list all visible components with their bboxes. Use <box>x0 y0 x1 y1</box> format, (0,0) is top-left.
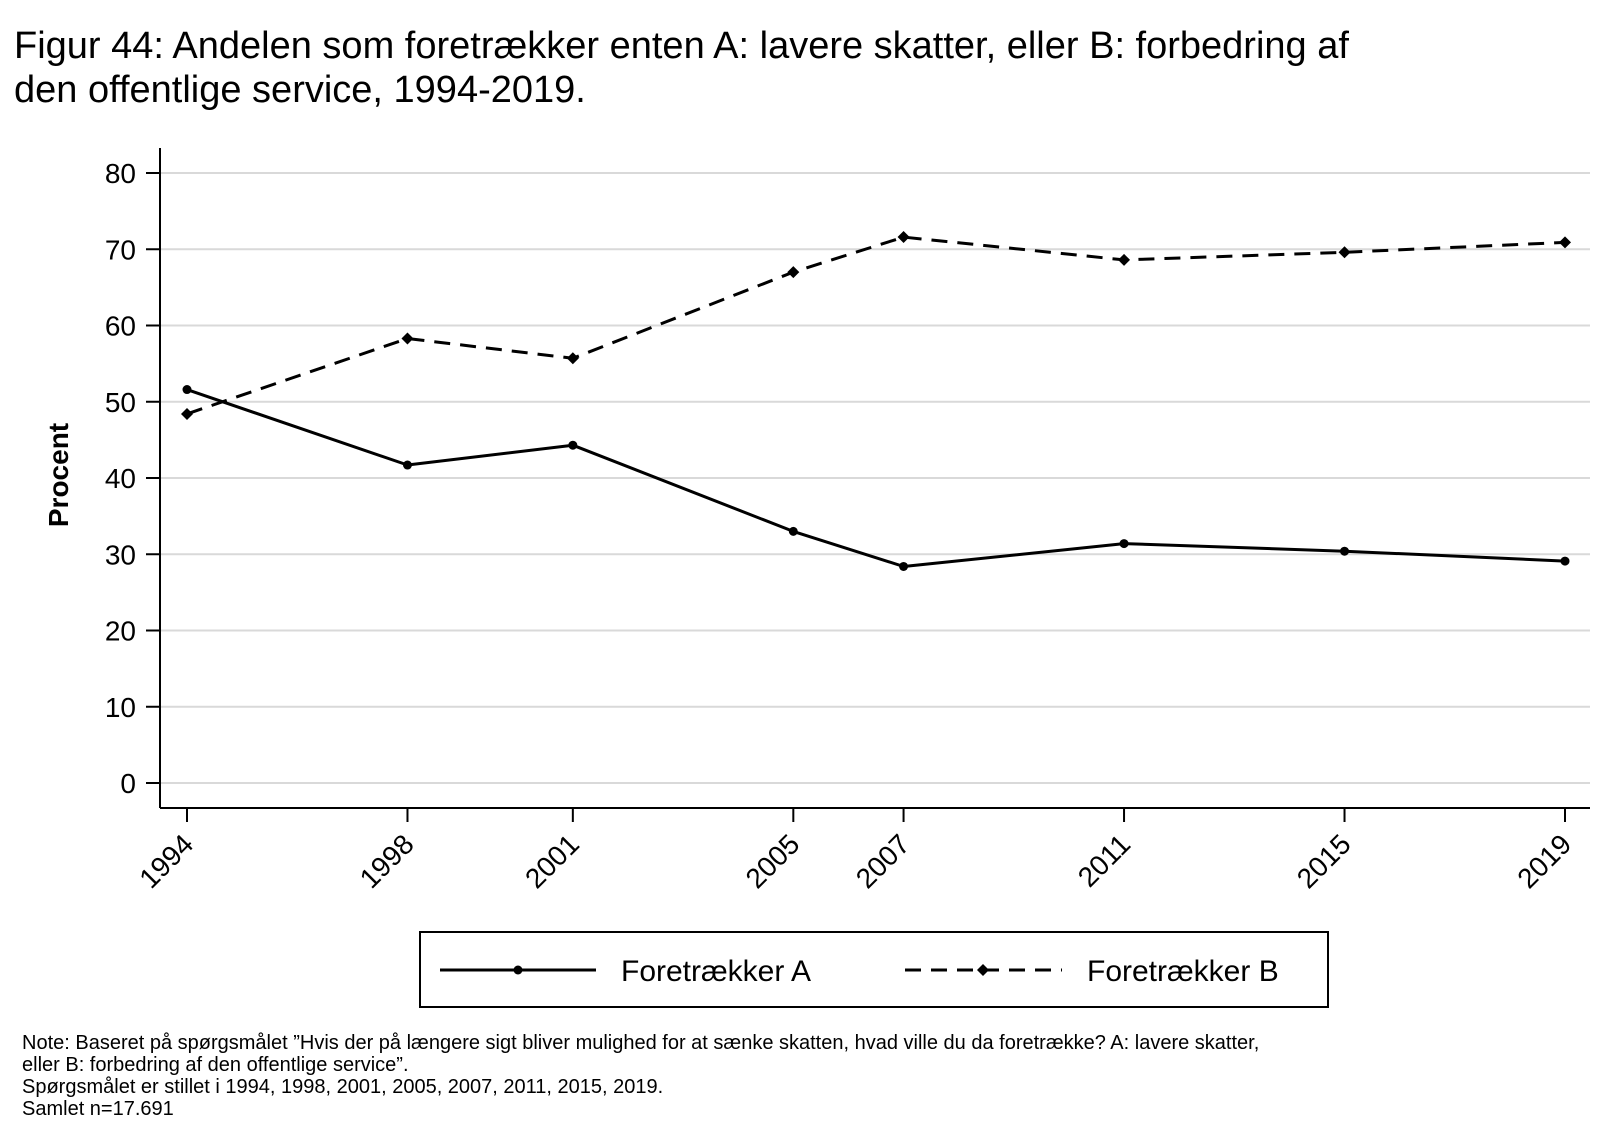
chart-title-line-2: den offentlige service, 1994-2019. <box>14 69 586 111</box>
point-b-2005 <box>787 266 800 279</box>
point-a-2005 <box>788 526 798 536</box>
series-layer <box>181 231 1571 571</box>
y-tick-label-0: 0 <box>120 768 136 799</box>
footnote: Note: Baseret på spørgsmålet ”Hvis der p… <box>22 1032 1259 1120</box>
y-axis-ticks: 0 10 20 30 40 50 60 70 80 <box>105 158 160 799</box>
footnote-line-1: Note: Baseret på spørgsmålet ”Hvis der p… <box>22 1032 1260 1054</box>
x-tick-label-2015: 2015 <box>1291 828 1357 894</box>
point-b-2011 <box>1118 253 1131 266</box>
point-a-1994 <box>182 385 192 395</box>
y-tick-label-70: 70 <box>105 234 136 265</box>
point-b-2019 <box>1559 236 1571 249</box>
y-tick-label-30: 30 <box>105 539 136 570</box>
legend-marker-b <box>977 964 989 976</box>
point-a-2019 <box>1560 556 1570 566</box>
y-axis-label: Procent <box>43 423 74 527</box>
footnote-line-3: Spørgsmålet er stillet i 1994, 1998, 200… <box>22 1076 664 1098</box>
point-a-2015 <box>1340 546 1350 556</box>
x-tick-label-2019: 2019 <box>1511 828 1577 894</box>
point-a-2007 <box>899 561 909 571</box>
x-axis-ticks: 1994 1998 2001 2005 2007 2011 2015 2019 <box>133 808 1577 894</box>
y-tick-label-50: 50 <box>105 387 136 418</box>
legend-label-a: Foretrækker A <box>621 955 811 988</box>
chart-title-line-1: Figur 44: Andelen som foretrækker enten … <box>14 25 1349 67</box>
series-line-a <box>186 388 1566 568</box>
y-tick-label-20: 20 <box>105 616 136 647</box>
legend-frame <box>419 931 1329 1008</box>
x-tick-label-2001: 2001 <box>519 828 585 894</box>
point-b-2007 <box>897 231 910 244</box>
legend: Foretrækker A Foretrækker B <box>419 931 1329 1008</box>
x-tick-label-1998: 1998 <box>354 828 420 894</box>
footnote-line-2: eller B: forbedring af den offentlige se… <box>22 1054 409 1076</box>
legend-marker-a <box>513 965 523 975</box>
point-b-1994 <box>181 407 193 420</box>
x-tick-label-1994: 1994 <box>133 828 199 894</box>
point-a-1998 <box>402 460 412 470</box>
point-b-1998 <box>401 332 414 345</box>
y-tick-label-10: 10 <box>105 692 136 723</box>
point-b-2001 <box>566 352 579 365</box>
chart-title: Figur 44: Andelen som foretrækker enten … <box>14 24 1349 112</box>
series-line-b <box>186 235 1566 416</box>
footnote-line-4: Samlet n=17.691 <box>22 1098 174 1120</box>
legend-label-b: Foretrækker B <box>1087 955 1279 988</box>
x-tick-label-2005: 2005 <box>740 828 806 894</box>
point-a-2001 <box>568 440 578 450</box>
y-tick-label-60: 60 <box>105 311 136 342</box>
y-tick-label-80: 80 <box>105 158 136 189</box>
line-chart: 0 10 20 30 40 50 60 70 80 1994 1998 2001 2005 2007 20… <box>43 148 1590 1008</box>
x-tick-label-2007: 2007 <box>850 828 916 894</box>
x-tick-label-2011: 2011 <box>1072 828 1137 893</box>
point-b-2015 <box>1338 246 1351 259</box>
y-tick-label-40: 40 <box>105 463 136 494</box>
gridlines <box>160 172 1590 784</box>
point-a-2011 <box>1119 539 1129 549</box>
